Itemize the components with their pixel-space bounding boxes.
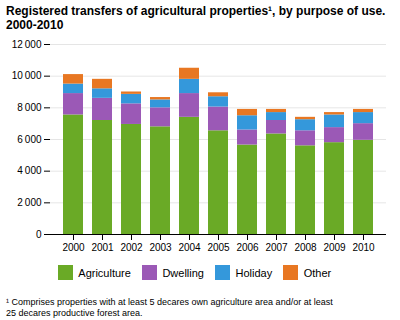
svg-text:4 000: 4 000: [17, 165, 42, 176]
svg-text:2001: 2001: [91, 242, 114, 253]
svg-text:2003: 2003: [149, 242, 172, 253]
html-text:Registered transfers of agricu: Registered transfers of agricultural pro…: [6, 4, 386, 32]
svg-text:2000: 2000: [62, 242, 85, 253]
svg-text:2006: 2006: [236, 242, 259, 253]
svg-text:2008: 2008: [294, 242, 317, 253]
svg-text:6 000: 6 000: [17, 134, 42, 145]
svg-text:2002: 2002: [120, 242, 143, 253]
svg-text:2004: 2004: [178, 242, 201, 253]
svg-text:12 000: 12 000: [12, 39, 42, 50]
svg-text:2 000: 2 000: [17, 197, 42, 208]
html-text:Agriculture: Agriculture: [78, 266, 131, 279]
html-text:Dwelling: Dwelling: [162, 266, 204, 279]
html-text:Holiday: Holiday: [235, 266, 273, 279]
svg-text:2010: 2010: [352, 242, 375, 253]
svg-text:8 000: 8 000: [17, 102, 42, 113]
svg-text:0: 0: [36, 229, 42, 240]
html-text:Other: Other: [303, 266, 332, 279]
svg-text:10 000: 10 000: [12, 70, 42, 81]
html-text:¹ Comprises properties with at: ¹ Comprises properties with at least 5 d…: [6, 296, 333, 318]
svg-text:2005: 2005: [207, 242, 230, 253]
svg-text:2009: 2009: [323, 242, 346, 253]
svg-text:2007: 2007: [265, 242, 288, 253]
